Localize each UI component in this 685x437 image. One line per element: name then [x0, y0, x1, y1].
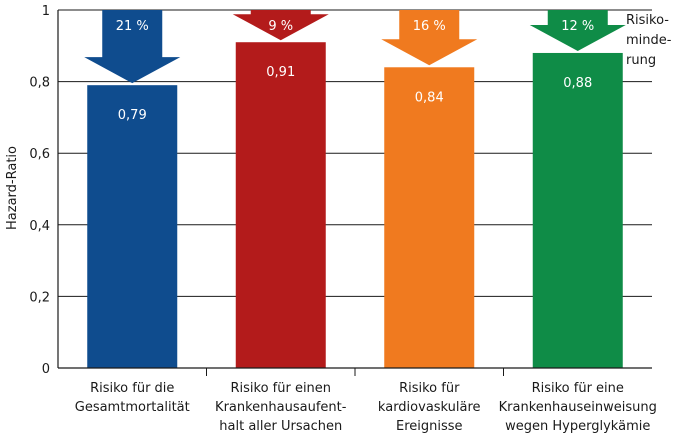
y-tick-label: 0,4: [29, 219, 50, 234]
bar-value-label: 0,84: [415, 90, 444, 105]
bar-value-label: 0,88: [563, 76, 592, 91]
y-tick-labels: 0 0,2 0,4 0,6 0,8 1: [29, 4, 50, 377]
y-tick-label: 0,8: [29, 76, 50, 91]
risk-reduction-label-line: minde-: [626, 33, 672, 48]
category-label-line: wegen Hyperglykämie: [505, 419, 650, 434]
risk-reduction-label: 21 %: [116, 19, 149, 34]
bar: [384, 67, 475, 368]
bar-value-label: 0,79: [118, 108, 147, 123]
category-label-line: Risiko für: [399, 381, 460, 396]
axes: [57, 10, 652, 376]
risk-reduction-arrow: [232, 10, 329, 41]
category-label-line: Risiko für die: [90, 381, 174, 396]
risk-reduction-label: Risiko-minde-rung: [626, 13, 672, 68]
bar: [235, 42, 326, 368]
risk-reduction-label: 16 %: [413, 19, 446, 34]
bar: [532, 52, 623, 369]
category-label-line: Krankenhausaufent-: [215, 400, 347, 415]
y-tick-label: 0,2: [29, 290, 50, 305]
risk-reduction-label-line: rung: [626, 53, 656, 68]
risk-reduction-label: 9 %: [268, 19, 293, 34]
y-axis-label: Hazard-Ratio: [5, 146, 20, 230]
category-label-line: Risiko für einen: [230, 381, 331, 396]
bar-value-label: 0,91: [266, 65, 295, 80]
y-tick-label: 1: [42, 4, 50, 19]
risk-reduction-label-line: Risiko-: [626, 13, 669, 28]
category-label-line: Ereignisse: [396, 419, 463, 434]
risk-reduction-arrow: [529, 10, 626, 51]
category-label-line: Krankenhauseinweisung: [499, 400, 657, 415]
risk-reduction-label: 12 %: [561, 19, 594, 34]
category-label-line: Risiko für eine: [532, 381, 624, 396]
category-label-line: kardiovaskuläre: [378, 400, 481, 415]
bars: 0,79 0,91 0,84 0,88: [87, 42, 623, 369]
risk-reduction-arrow: [84, 10, 181, 84]
y-tick-label: 0,6: [29, 147, 50, 162]
risk-reduction-arrow: [381, 10, 478, 66]
bar: [87, 85, 178, 369]
y-tick-label: 0: [42, 362, 50, 377]
category-label-line: Gesamtmortalität: [75, 400, 190, 415]
category-label-line: halt aller Ursachen: [219, 419, 342, 434]
category-labels: Risiko für die Gesamtmortalität Risiko für…: [75, 381, 657, 434]
risk-reduction-arrows: 21 % 9 % 16 % 12 %: [84, 10, 626, 84]
